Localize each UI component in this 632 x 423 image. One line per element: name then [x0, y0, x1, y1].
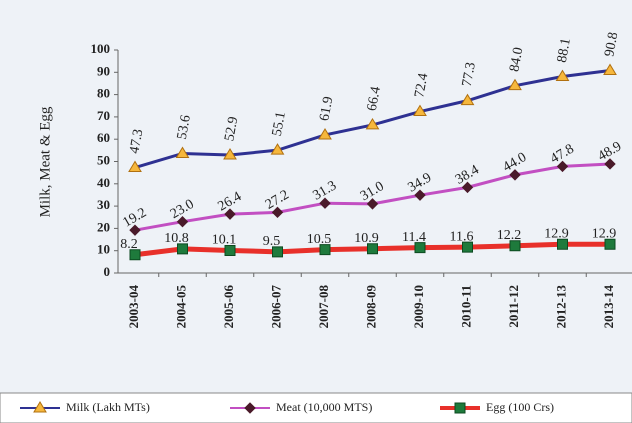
- value-label: 55.1: [270, 111, 289, 138]
- value-label: 10.9: [354, 231, 379, 246]
- marker: [223, 148, 237, 160]
- value-label: 10.5: [307, 232, 332, 247]
- value-label: 8.2: [120, 237, 138, 252]
- x-tick-label: 2013-14: [601, 285, 616, 329]
- value-label: 88.1: [555, 37, 574, 64]
- x-tick-label: 2007-08: [316, 285, 331, 329]
- y-tick-label: 70: [97, 108, 110, 123]
- y-tick-label: 20: [97, 219, 110, 234]
- legend-marker: [33, 401, 47, 413]
- value-label: 47.3: [127, 128, 146, 155]
- marker: [555, 69, 570, 82]
- value-label: 10.1: [212, 233, 237, 248]
- value-label: 12.9: [544, 226, 569, 241]
- marker: [508, 78, 522, 91]
- marker: [365, 117, 380, 130]
- x-tick-label: 2004-05: [173, 285, 188, 329]
- marker: [461, 181, 474, 194]
- marker: [175, 146, 190, 158]
- y-tick-label: 30: [97, 197, 110, 212]
- x-tick-label: 2009-10: [411, 285, 426, 328]
- value-label: 84.0: [507, 46, 526, 73]
- x-tick-label: 2010-11: [458, 285, 473, 328]
- value-label: 66.4: [365, 85, 384, 112]
- marker: [604, 158, 616, 170]
- marker: [413, 104, 427, 117]
- legend-label: Meat (10,000 MTS): [276, 400, 372, 414]
- value-label: 72.4: [412, 72, 431, 99]
- marker: [414, 242, 426, 254]
- value-label: 61.9: [317, 95, 336, 122]
- y-tick-label: 40: [97, 175, 110, 190]
- x-tick-label: 2006-07: [268, 285, 283, 329]
- x-tick-label: 2003-04: [126, 285, 141, 329]
- value-label: 52.9: [222, 116, 241, 143]
- y-tick-label: 0: [104, 264, 111, 279]
- marker: [129, 224, 141, 236]
- legend-marker: [244, 402, 256, 414]
- value-label: 77.3: [460, 61, 479, 88]
- marker: [604, 238, 616, 250]
- y-axis-label: Milk, Meat & Egg: [37, 106, 53, 217]
- legend-marker: [454, 402, 466, 414]
- x-tick-label: 2011-12: [506, 285, 521, 328]
- marker: [603, 63, 617, 76]
- x-tick-label: 2005-06: [221, 285, 236, 329]
- legend-label: Egg (100 Crs): [486, 400, 554, 414]
- x-tick-label: 2012-13: [553, 285, 568, 329]
- marker: [509, 240, 521, 252]
- marker: [509, 169, 521, 181]
- legend-box: [0, 392, 632, 423]
- marker: [224, 244, 236, 256]
- marker: [462, 241, 473, 253]
- value-label: 12.9: [592, 226, 617, 241]
- value-label: 11.4: [402, 230, 426, 245]
- y-tick-label: 60: [97, 130, 110, 145]
- value-label: 12.2: [497, 228, 522, 243]
- x-tick-label: 2008-09: [363, 285, 378, 329]
- marker: [319, 244, 331, 256]
- legend-label: Milk (Lakh MTs): [66, 400, 150, 414]
- y-tick-label: 80: [97, 86, 110, 101]
- value-label: 10.8: [164, 231, 189, 246]
- marker: [224, 208, 236, 220]
- marker: [557, 238, 568, 250]
- marker: [129, 249, 141, 261]
- marker: [272, 246, 283, 258]
- marker: [414, 189, 426, 201]
- value-label: 53.6: [175, 114, 194, 141]
- value-label: 90.8: [602, 31, 621, 58]
- marker: [318, 127, 332, 140]
- marker: [176, 216, 189, 228]
- marker: [319, 197, 331, 209]
- y-tick-label: 90: [97, 63, 110, 78]
- y-tick-label: 50: [97, 152, 110, 167]
- marker: [177, 243, 188, 255]
- marker: [556, 160, 569, 173]
- value-label: 9.5: [263, 234, 281, 249]
- value-label: 11.6: [450, 229, 474, 244]
- marker: [128, 160, 142, 173]
- y-tick-label: 100: [91, 41, 111, 56]
- marker: [271, 206, 284, 219]
- marker: [460, 93, 475, 106]
- marker: [367, 243, 378, 255]
- marker: [270, 143, 285, 155]
- y-tick-label: 10: [97, 242, 110, 257]
- marker: [366, 198, 379, 210]
